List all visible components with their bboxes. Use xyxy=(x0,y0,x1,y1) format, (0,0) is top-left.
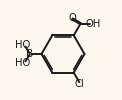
Text: Cl: Cl xyxy=(74,79,84,89)
Text: HO: HO xyxy=(15,40,30,50)
Text: OH: OH xyxy=(85,19,101,29)
Text: B: B xyxy=(26,49,33,59)
Text: HO: HO xyxy=(15,58,30,68)
Text: O: O xyxy=(68,13,76,23)
